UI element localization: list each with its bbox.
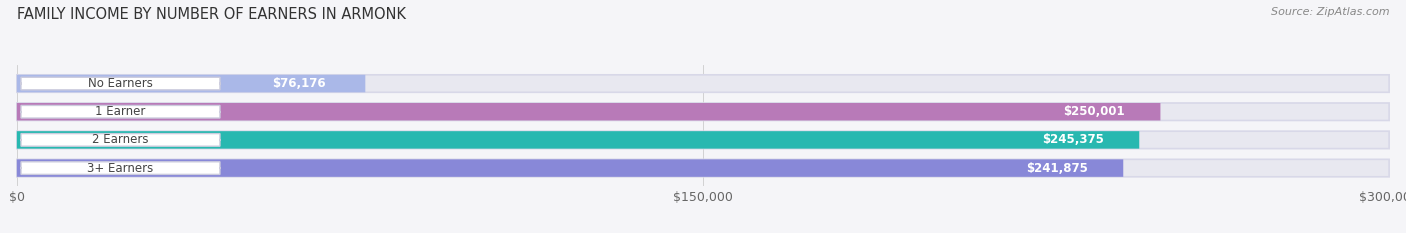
Text: $241,875: $241,875 [1026, 161, 1088, 175]
Text: $245,375: $245,375 [1042, 134, 1104, 146]
Text: 1 Earner: 1 Earner [96, 105, 146, 118]
Text: Source: ZipAtlas.com: Source: ZipAtlas.com [1271, 7, 1389, 17]
FancyBboxPatch shape [993, 162, 1121, 174]
FancyBboxPatch shape [17, 103, 1389, 120]
Text: No Earners: No Earners [89, 77, 153, 90]
Text: 3+ Earners: 3+ Earners [87, 161, 153, 175]
FancyBboxPatch shape [17, 103, 1160, 120]
FancyBboxPatch shape [21, 162, 219, 174]
Text: 2 Earners: 2 Earners [93, 134, 149, 146]
FancyBboxPatch shape [17, 75, 366, 92]
FancyBboxPatch shape [17, 159, 1389, 177]
FancyBboxPatch shape [1010, 134, 1136, 146]
FancyBboxPatch shape [17, 131, 1389, 149]
FancyBboxPatch shape [1031, 106, 1157, 118]
Text: $250,001: $250,001 [1063, 105, 1125, 118]
FancyBboxPatch shape [21, 106, 219, 118]
FancyBboxPatch shape [21, 134, 219, 146]
Text: FAMILY INCOME BY NUMBER OF EARNERS IN ARMONK: FAMILY INCOME BY NUMBER OF EARNERS IN AR… [17, 7, 406, 22]
FancyBboxPatch shape [235, 78, 363, 89]
FancyBboxPatch shape [17, 75, 1389, 92]
Text: $76,176: $76,176 [271, 77, 326, 90]
FancyBboxPatch shape [17, 131, 1139, 149]
FancyBboxPatch shape [21, 77, 219, 90]
FancyBboxPatch shape [17, 159, 1123, 177]
